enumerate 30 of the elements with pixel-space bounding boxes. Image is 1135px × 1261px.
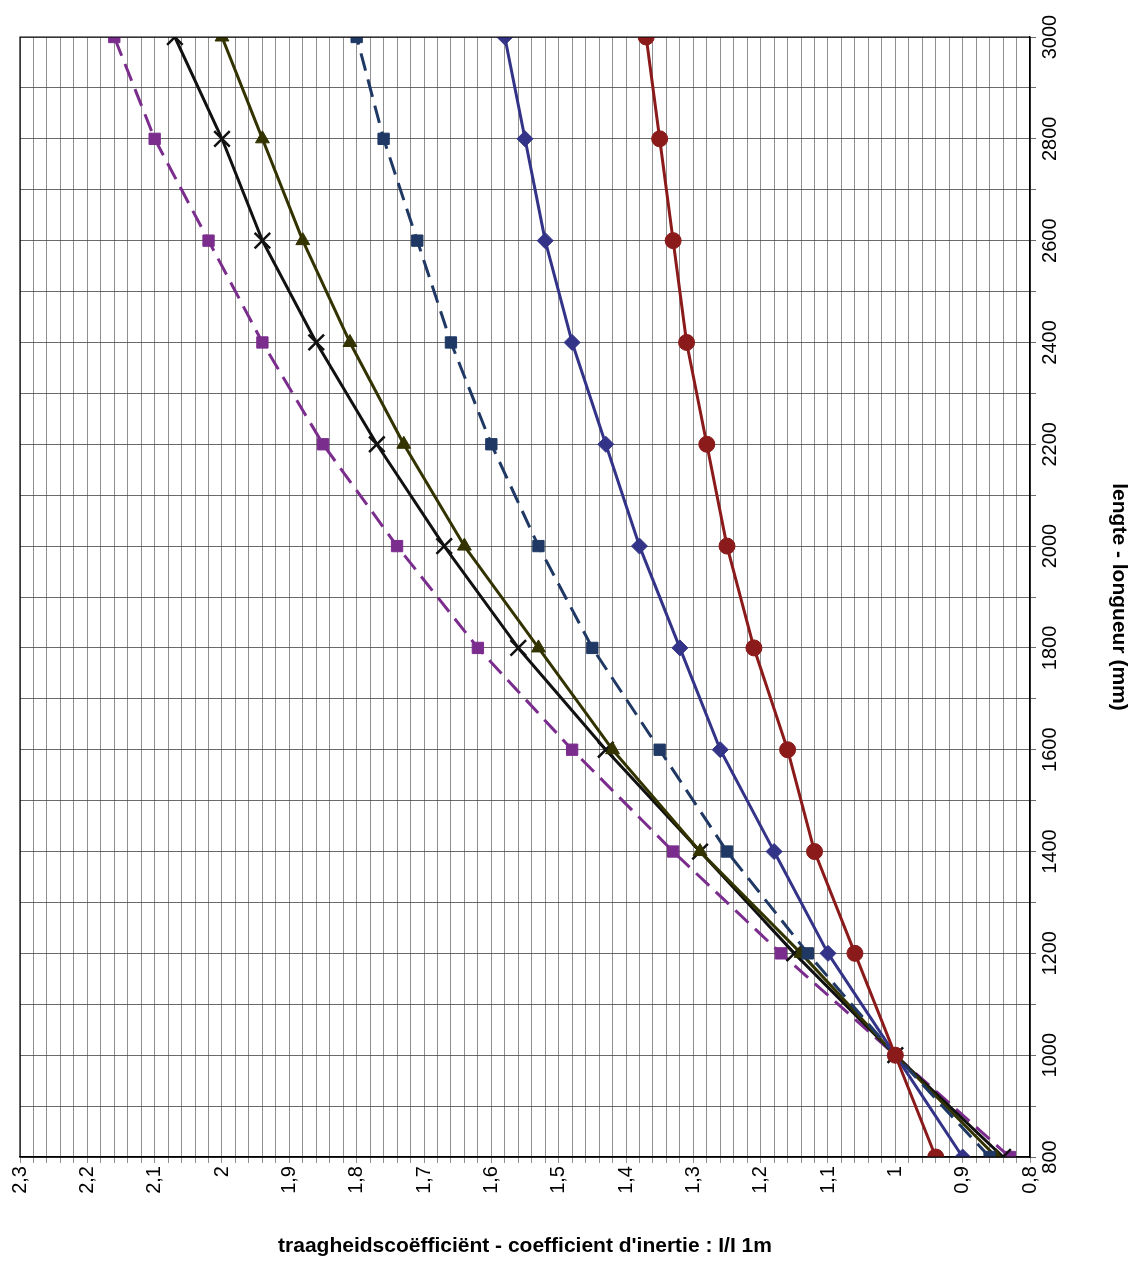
y-tick-label: 1600	[1037, 727, 1060, 772]
x-tick-label: 2,1	[142, 1166, 165, 1194]
x-tick-label: 0,9	[950, 1166, 973, 1194]
x-tick-label: 1	[882, 1166, 905, 1178]
x-tick-label: 2	[209, 1166, 232, 1178]
x-tick-label: 0,8	[1017, 1166, 1040, 1194]
x-tick-label: 1,7	[411, 1166, 434, 1194]
y-tick-label: 2800	[1037, 116, 1060, 162]
y-tick-label: 1400	[1037, 829, 1060, 874]
x-tick-label: 1,9	[276, 1166, 299, 1194]
x-tick-label: 2,3	[7, 1166, 30, 1194]
y-tick-label: 800	[1037, 1140, 1060, 1174]
x-tick-label: 1,5	[546, 1166, 569, 1194]
x-tick-label: 1,2	[748, 1166, 771, 1194]
x-tick-label: 2,2	[74, 1166, 97, 1194]
x-tick-label: 1,3	[680, 1166, 703, 1194]
x-axis-title: traagheidscoëfficiënt - coefficient d'inertie : I/I 1m	[278, 1233, 772, 1257]
y-tick-label: 3000	[1037, 14, 1060, 60]
y-tick-label: 1800	[1037, 625, 1060, 671]
y-tick-label: 1000	[1037, 1032, 1060, 1078]
y-tick-label: 2200	[1037, 422, 1060, 467]
x-tick-label: 1,1	[815, 1166, 838, 1194]
x-tick-label: 1,4	[613, 1166, 636, 1194]
y-tick-label: 2000	[1037, 523, 1060, 569]
y-tick-label: 1200	[1037, 931, 1060, 976]
x-tick-label: 1,8	[344, 1166, 367, 1194]
y-tick-label: 2600	[1037, 218, 1060, 263]
x-tick-label: 1,6	[478, 1166, 501, 1194]
y-axis-title: lengte - longueur (mm)	[1108, 483, 1132, 711]
y-tick-label: 2400	[1037, 320, 1060, 365]
